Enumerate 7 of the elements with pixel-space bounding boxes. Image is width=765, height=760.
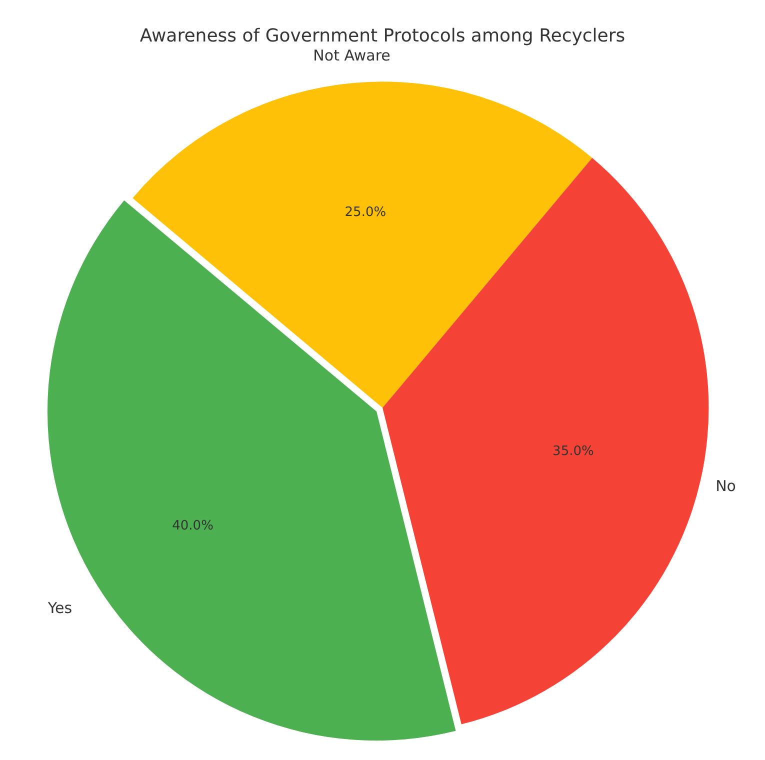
slice-label: No (716, 476, 736, 495)
data-label: 35.0% (552, 444, 594, 460)
data-label: 40.0% (172, 518, 214, 534)
slice-label: Not Aware (313, 46, 390, 65)
chart-title: Awareness of Government Protocols among Recyclers (140, 25, 626, 46)
data-label: 25.0% (344, 205, 386, 220)
slice-label: Yes (46, 599, 72, 618)
